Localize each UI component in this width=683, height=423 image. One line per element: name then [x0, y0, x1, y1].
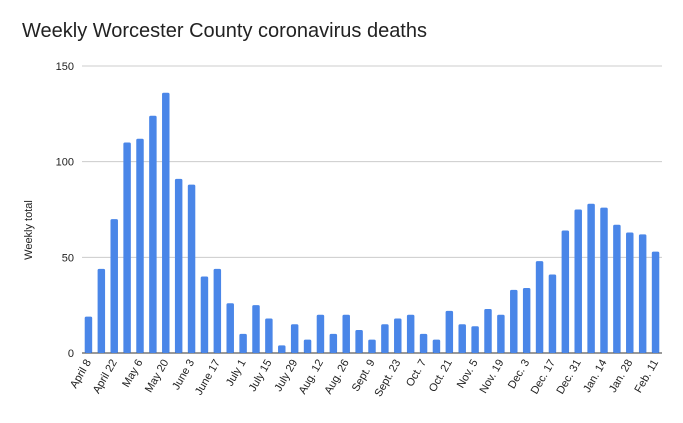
bar [484, 308, 492, 353]
x-tick-label: Jan. 28 [607, 358, 635, 395]
bar [626, 232, 634, 353]
bar [84, 316, 93, 353]
y-tick-label: 100 [56, 157, 74, 169]
bar [561, 230, 570, 353]
x-tick-label: April 8 [68, 358, 94, 391]
bar [419, 333, 428, 353]
bar [123, 142, 131, 353]
x-tick-label: July 29 [272, 358, 300, 394]
bar [522, 287, 531, 353]
y-tick-label: 50 [62, 252, 74, 264]
x-tick-label: Feb. 11 [633, 358, 662, 396]
bar [162, 92, 170, 353]
bar [239, 333, 247, 353]
x-tick-label: April 22 [91, 358, 120, 396]
bars [84, 92, 660, 353]
bar [587, 203, 595, 353]
bar [97, 268, 106, 353]
bar [342, 314, 350, 353]
bar [136, 138, 144, 353]
x-tick-label: July 15 [247, 358, 275, 394]
chart-title: Weekly Worcester County coronavirus deat… [22, 20, 427, 42]
y-axis-title: Weekly total [23, 200, 35, 260]
bar [510, 289, 518, 353]
x-tick-label: June 17 [193, 358, 223, 398]
bar [200, 276, 209, 353]
x-tick-label: May 20 [143, 358, 171, 395]
bar [394, 318, 402, 353]
bar [110, 219, 118, 353]
bar [638, 234, 647, 353]
bar [535, 261, 544, 353]
bar [174, 178, 183, 353]
bar [316, 314, 325, 353]
bar [187, 184, 196, 353]
bar [497, 314, 505, 353]
y-tick-label: 150 [56, 61, 74, 73]
bar [149, 115, 157, 353]
x-tick-label: May 6 [120, 358, 145, 390]
x-tick-label: Nov. 5 [455, 358, 481, 391]
bar [432, 339, 441, 353]
bar [226, 303, 234, 353]
x-tick-label: Sept. 9 [350, 358, 378, 394]
x-tick-label: Dec. 31 [554, 358, 583, 397]
x-tick-label: Nov. 19 [478, 358, 507, 396]
bar [213, 268, 222, 353]
y-axis-tick-labels: 0 50 100 150 [56, 61, 74, 360]
x-tick-label: Oct. 7 [404, 358, 429, 389]
bar [381, 324, 389, 353]
x-tick-label: June 3 [170, 358, 197, 393]
bar [613, 224, 621, 353]
bar [265, 318, 273, 353]
bar [329, 333, 338, 353]
x-tick-label: Jan. 14 [581, 358, 609, 395]
bar [600, 207, 608, 353]
bar [574, 209, 582, 353]
bar [445, 310, 454, 353]
x-tick-label: Dec. 3 [506, 358, 532, 392]
bar [303, 339, 312, 353]
bar [471, 326, 479, 353]
bar [355, 330, 363, 353]
x-tick-label: July 1 [224, 358, 249, 389]
bar [252, 305, 260, 353]
bar [406, 314, 415, 353]
y-tick-label: 0 [68, 348, 74, 360]
x-tick-label: Aug. 26 [322, 358, 351, 397]
x-tick-label: Oct. 21 [427, 358, 455, 395]
bar [278, 345, 286, 353]
bar [290, 324, 299, 353]
bar [458, 324, 466, 353]
bar [651, 251, 660, 353]
bar [548, 274, 557, 353]
bar [368, 339, 376, 353]
